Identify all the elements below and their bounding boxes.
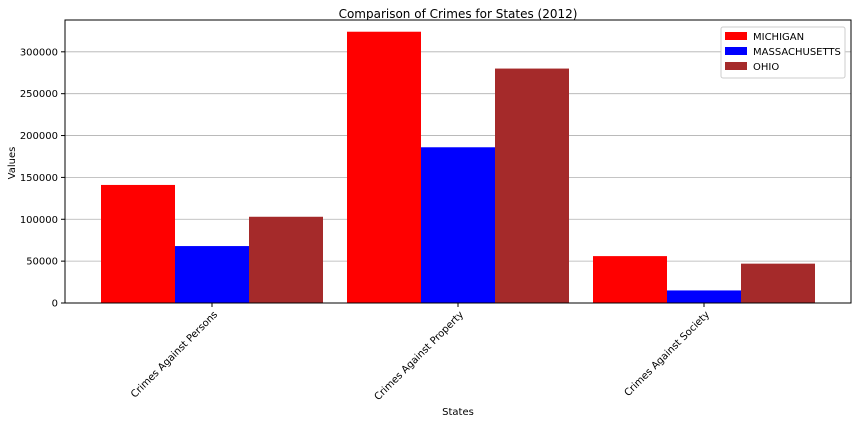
bar-ohio-2 xyxy=(741,263,815,303)
x-tick-label: Crimes Against Property xyxy=(373,309,467,403)
bar-ohio-1 xyxy=(495,68,569,303)
y-tick-label: 200000 xyxy=(20,131,58,142)
y-tick-label: 0 xyxy=(52,299,58,310)
legend-label: MASSACHUSETTS xyxy=(753,47,841,58)
y-axis-ticks: 0 50000 100000 150000 200000 250000 300000 xyxy=(20,47,65,310)
y-axis-label: Values xyxy=(7,147,18,180)
bar-massachusetts-1 xyxy=(421,147,495,303)
chart-title: Comparison of Crimes for States (2012) xyxy=(339,7,578,21)
bars xyxy=(101,31,815,303)
legend-label: OHIO xyxy=(753,62,779,73)
x-axis-ticks: Crimes Against Persons Crimes Against Pro… xyxy=(129,303,712,403)
y-tick-label: 100000 xyxy=(20,215,58,226)
bar-michigan-2 xyxy=(593,256,667,303)
bar-massachusetts-0 xyxy=(175,246,249,303)
x-tick-label: Crimes Against Persons xyxy=(129,309,220,400)
y-tick-label: 250000 xyxy=(20,89,58,100)
bar-ohio-0 xyxy=(249,216,323,303)
legend-box xyxy=(720,26,846,79)
legend-swatch xyxy=(725,62,747,70)
legend: MICHIGAN MASSACHUSETTS OHIO xyxy=(720,26,846,79)
legend-swatch xyxy=(725,32,747,40)
y-tick-label: 150000 xyxy=(20,173,58,184)
bar-michigan-1 xyxy=(347,31,421,303)
x-axis-label: States xyxy=(442,407,474,418)
y-tick-label: 300000 xyxy=(20,47,58,58)
bar-michigan-0 xyxy=(101,184,175,303)
y-tick-label: 50000 xyxy=(26,257,58,268)
x-tick-label: Crimes Against Society xyxy=(623,309,713,399)
legend-swatch xyxy=(725,47,747,55)
bar-massachusetts-2 xyxy=(667,290,741,303)
plot-frame xyxy=(64,19,852,304)
legend-label: MICHIGAN xyxy=(753,32,804,43)
